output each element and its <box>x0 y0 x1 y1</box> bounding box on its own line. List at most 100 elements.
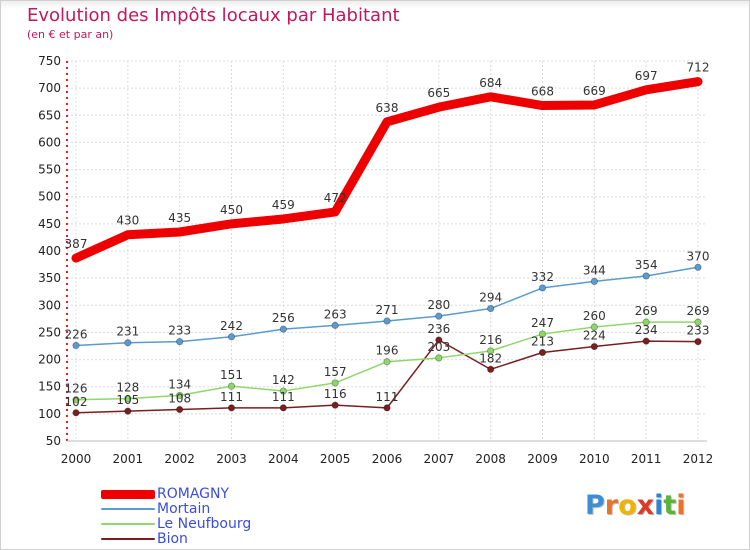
data-point-le-neufbourg <box>590 323 598 331</box>
data-point-bion <box>487 365 495 373</box>
data-label-romagny: 387 <box>65 237 88 251</box>
x-tick-label: 2002 <box>164 452 195 466</box>
data-point-bion <box>72 409 80 417</box>
data-label-mortain: 271 <box>376 303 399 317</box>
x-tick-label: 2011 <box>631 452 662 466</box>
x-tick-label: 2000 <box>61 452 92 466</box>
y-tick-label: 500 <box>38 190 61 204</box>
data-label-romagny: 712 <box>687 61 710 75</box>
x-tick-label: 2008 <box>475 452 506 466</box>
y-tick-label: 650 <box>38 108 61 122</box>
data-label-le-neufbourg: 269 <box>687 304 710 318</box>
data-point-le-neufbourg <box>176 391 184 399</box>
logo-letter: i <box>676 490 686 521</box>
data-label-le-neufbourg: 128 <box>116 381 139 395</box>
data-point-mortain <box>331 321 339 329</box>
data-label-bion: 224 <box>583 329 606 343</box>
legend-label-mortain: Mortain <box>157 501 211 517</box>
data-point-bion <box>331 401 339 409</box>
data-point-mortain <box>694 263 702 271</box>
data-label-romagny: 472 <box>324 191 347 205</box>
data-label-bion: 111 <box>376 390 399 404</box>
data-point-le-neufbourg <box>72 396 80 404</box>
data-label-bion: 105 <box>116 393 139 407</box>
data-point-bion <box>176 405 184 414</box>
data-label-le-neufbourg: 203 <box>427 340 450 354</box>
data-label-bion: 108 <box>168 392 191 406</box>
axes: 50 100 150 200 250 300 350 400 450 500 550 600 650 70… <box>38 54 713 466</box>
data-point-le-neufbourg <box>435 354 443 362</box>
data-label-bion: 116 <box>324 387 347 401</box>
y-tick-label: 750 <box>38 54 61 68</box>
data-label-mortain: 332 <box>531 270 554 284</box>
y-tick-label: 250 <box>38 325 61 339</box>
data-point-bion <box>279 404 287 412</box>
data-label-le-neufbourg: 196 <box>376 344 399 358</box>
data-label-le-neufbourg: 157 <box>324 365 347 379</box>
data-point-le-neufbourg <box>487 347 495 355</box>
series <box>71 77 703 417</box>
data-label-bion: 182 <box>479 351 502 365</box>
data-label-bion: 111 <box>220 390 243 404</box>
data-point-bion <box>694 338 702 346</box>
data-point-le-neufbourg <box>642 318 650 326</box>
data-label-romagny: 430 <box>116 214 139 228</box>
data-point-mortain <box>642 272 650 280</box>
data-point-le-neufbourg <box>279 387 287 395</box>
data-label-le-neufbourg: 247 <box>531 316 554 330</box>
data-label-romagny: 668 <box>531 85 554 99</box>
data-point-mortain <box>176 338 184 346</box>
x-tick-label: 2010 <box>579 452 610 466</box>
data-label-le-neufbourg: 142 <box>272 373 295 387</box>
data-point-le-neufbourg <box>538 330 547 338</box>
data-point-bion <box>435 336 443 344</box>
data-point-mortain <box>487 304 495 313</box>
data-point-le-neufbourg <box>227 382 236 390</box>
data-label-le-neufbourg: 151 <box>220 368 243 382</box>
data-point-mortain <box>435 312 443 320</box>
x-tick-label: 2009 <box>527 452 558 466</box>
legend-swatch-mortain <box>101 508 155 510</box>
legend-label-le-neufbourg: Le Neufbourg <box>157 516 252 532</box>
y-tick-label: 350 <box>38 271 61 285</box>
x-tick-label: 2001 <box>113 452 144 466</box>
data-point-le-neufbourg <box>383 358 391 366</box>
data-labels: 102 105 108 111 111 116 111 236 182 213 224 234 233 1… <box>65 61 710 409</box>
y-tick-label: 300 <box>38 298 61 312</box>
grid <box>67 60 707 442</box>
data-label-romagny: 684 <box>479 76 502 90</box>
legend-swatch-bion <box>101 538 155 540</box>
data-point-mortain <box>72 341 80 350</box>
data-label-le-neufbourg: 269 <box>635 304 658 318</box>
y-tick-label: 150 <box>38 380 61 394</box>
x-tick-label: 2004 <box>268 452 299 466</box>
data-label-le-neufbourg: 134 <box>168 377 191 391</box>
legend-label-romagny: ROMAGNY <box>157 486 230 502</box>
x-tick-label: 2005 <box>320 452 351 466</box>
data-point-bion <box>642 337 650 345</box>
data-label-mortain: 370 <box>687 249 710 263</box>
logo-letter: i <box>654 490 664 521</box>
y-tick-label: 50 <box>46 434 61 448</box>
legend-swatch-le-neufbourg <box>101 523 155 525</box>
y-tick-label: 600 <box>38 135 61 149</box>
data-point-bion <box>124 407 132 415</box>
x-tick-label: 2003 <box>216 452 247 466</box>
series-line-romagny <box>71 77 703 263</box>
y-tick-label: 200 <box>38 353 61 367</box>
data-label-bion: 236 <box>427 322 450 336</box>
data-point-mortain <box>538 284 547 292</box>
data-label-le-neufbourg: 126 <box>65 382 88 396</box>
data-label-mortain: 226 <box>65 327 88 341</box>
data-point-mortain <box>124 339 132 347</box>
data-label-mortain: 263 <box>324 307 347 321</box>
data-point-bion <box>227 404 236 412</box>
logo-letter: r <box>604 490 619 521</box>
data-point-le-neufbourg <box>694 318 702 326</box>
data-label-mortain: 294 <box>479 291 502 305</box>
data-point-bion <box>383 404 391 412</box>
data-label-romagny: 638 <box>376 101 399 115</box>
data-label-mortain: 280 <box>427 298 450 312</box>
